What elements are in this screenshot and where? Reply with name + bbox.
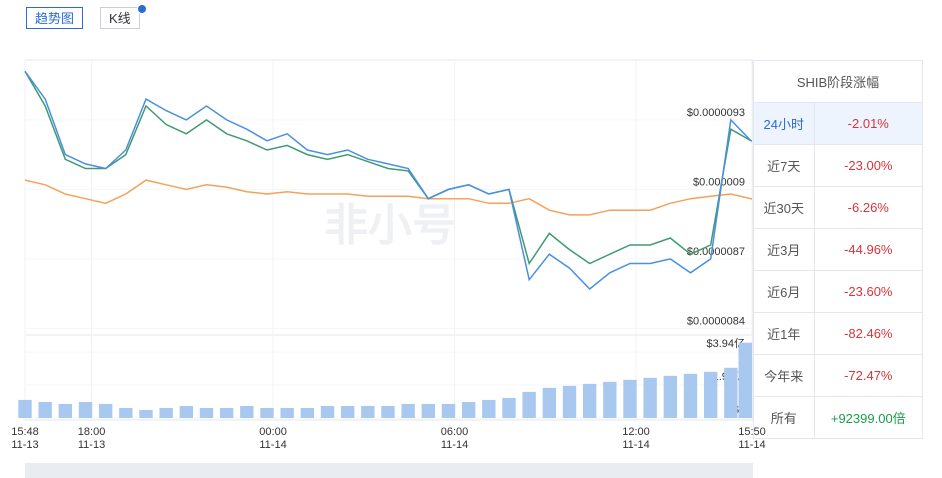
period-table: SHIB阶段涨幅 24小时 -2.01% 近7天 -23.00% 近30天 -6.26% 近…: [753, 60, 924, 439]
period-label: 近1年: [753, 312, 815, 355]
x-tick-date: 11-13: [11, 439, 38, 451]
x-tick-date: 11-14: [259, 439, 286, 451]
table-row[interactable]: 24小时 -2.01%: [753, 102, 924, 145]
change-value: -44.96%: [813, 228, 924, 271]
volume-bar: [179, 405, 194, 418]
badge-dot: [137, 4, 147, 14]
table-row[interactable]: 近30天 -6.26%: [753, 186, 924, 229]
volume-bar: [240, 405, 254, 418]
tab-trend[interactable]: 趋势图: [26, 7, 84, 29]
volume-bar: [260, 407, 274, 418]
price-line: [24, 70, 752, 291]
change-value: -72.47%: [813, 354, 924, 397]
tab-kline[interactable]: K线: [100, 7, 140, 29]
change-value: -82.46%: [813, 312, 924, 355]
change-value: -6.26%: [813, 186, 924, 229]
volume-bar: [623, 379, 637, 418]
change-value: -2.01%: [813, 102, 924, 145]
period-label: 近3月: [753, 228, 815, 271]
volume-bar: [724, 367, 738, 418]
table-row[interactable]: 近3月 -44.96%: [753, 228, 924, 271]
price-line: [24, 179, 752, 216]
watermark: 非小号: [324, 201, 456, 250]
x-tick-date: 11-14: [622, 439, 649, 451]
y-tick-label: $0.000009: [693, 176, 745, 188]
volume-bar: [340, 405, 355, 418]
change-value: -23.60%: [813, 270, 924, 313]
table-row[interactable]: 近7天 -23.00%: [753, 144, 924, 187]
volume-bar: [58, 403, 73, 418]
volume-bar: [199, 407, 214, 418]
volume-bar: [421, 403, 436, 418]
period-label: 近30天: [753, 186, 815, 229]
volume-bar: [542, 387, 557, 418]
volume-bar: [643, 377, 657, 418]
volume-bar: [582, 383, 597, 418]
x-tick-date: 11-14: [441, 439, 468, 451]
x-tick-time: 00:00: [259, 426, 287, 438]
x-tick-time: 15:48: [11, 426, 39, 438]
volume-bar: [381, 405, 395, 418]
volume-bar: [219, 407, 234, 418]
x-tick-date: 11-13: [78, 439, 105, 451]
volume-bar: [482, 399, 496, 418]
volume-bar: [98, 403, 113, 418]
period-label: 近7天: [753, 144, 815, 187]
change-value: -23.00%: [813, 144, 924, 187]
volume-bar: [603, 381, 617, 418]
volume-bar: [139, 409, 153, 418]
table-row[interactable]: 所有 +92399.00倍: [753, 396, 924, 439]
volume-bar: [738, 342, 752, 418]
table-title: SHIB阶段涨幅: [753, 60, 923, 103]
x-tick-time: 18:00: [78, 426, 106, 438]
scrollbar[interactable]: [25, 463, 753, 478]
price-line: [24, 70, 752, 266]
volume-bar: [502, 397, 516, 418]
change-value: +92399.00倍: [813, 396, 924, 439]
period-label: 24小时: [753, 102, 815, 145]
table-row[interactable]: 近6月 -23.60%: [753, 270, 924, 313]
x-tick-date: 11-14: [738, 439, 765, 451]
table-row[interactable]: 近1年 -82.46%: [753, 312, 924, 355]
volume-bar: [38, 401, 52, 418]
volume-bar: [280, 407, 294, 418]
y-tick-label: $0.0000093: [687, 107, 745, 119]
period-label: 所有: [753, 396, 815, 439]
volume-bar: [18, 399, 32, 418]
volume-bar: [361, 405, 375, 418]
volume-bar: [300, 407, 315, 418]
volume-bar: [159, 407, 173, 418]
y-tick-label: $0.0000084: [687, 315, 745, 327]
volume-bar: [401, 403, 415, 418]
volume-bar: [78, 401, 93, 418]
period-label: 近6月: [753, 270, 815, 313]
volume-bar: [703, 371, 718, 418]
volume-bar: [663, 375, 678, 418]
volume-bar: [522, 391, 536, 418]
table-row[interactable]: 今年来 -72.47%: [753, 354, 924, 397]
volume-bar: [441, 403, 456, 418]
x-tick-time: 06:00: [441, 426, 469, 438]
volume-bar: [119, 407, 133, 418]
x-tick-time: 12:00: [622, 426, 650, 438]
volume-bar: [562, 385, 577, 418]
volume-bar: [320, 405, 335, 418]
volume-bar: [461, 401, 476, 418]
period-label: 今年来: [753, 354, 815, 397]
y2-tick-label: $3.94亿: [706, 337, 745, 350]
volume-bar: [683, 373, 698, 418]
